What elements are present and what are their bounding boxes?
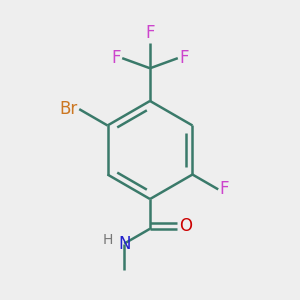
Text: O: O [179,217,192,235]
Text: F: F [179,49,189,67]
Text: F: F [220,180,229,198]
Text: Br: Br [59,100,78,118]
Text: F: F [145,23,155,41]
Text: N: N [118,235,130,253]
Text: F: F [111,49,121,67]
Text: H: H [103,233,113,247]
